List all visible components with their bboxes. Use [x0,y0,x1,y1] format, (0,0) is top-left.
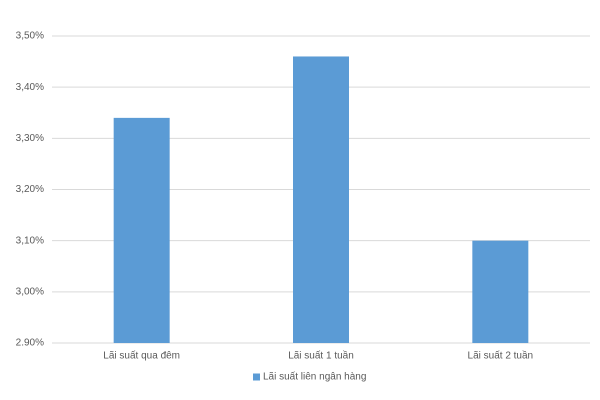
bar [113,117,170,343]
y-tick-label: 2.90% [16,338,44,349]
y-tick-label: 3,40% [16,82,44,93]
x-tick-label: Lãi suất 2 tuần [468,350,534,362]
legend-label: Lãi suất liên ngân hàng [263,371,366,383]
y-tick-label: 3,10% [16,235,44,246]
y-tick-label: 3,30% [16,133,44,144]
bar [293,56,349,343]
bar [472,240,529,343]
y-tick-label: 3,20% [16,184,44,195]
x-tick-label: Lãi suất 1 tuần [288,350,354,362]
y-tick-label: 3,50% [16,31,44,42]
x-tick-label: Lãi suất qua đêm [103,350,180,362]
y-tick-label: 3,00% [16,286,44,297]
legend-swatch [253,373,260,381]
